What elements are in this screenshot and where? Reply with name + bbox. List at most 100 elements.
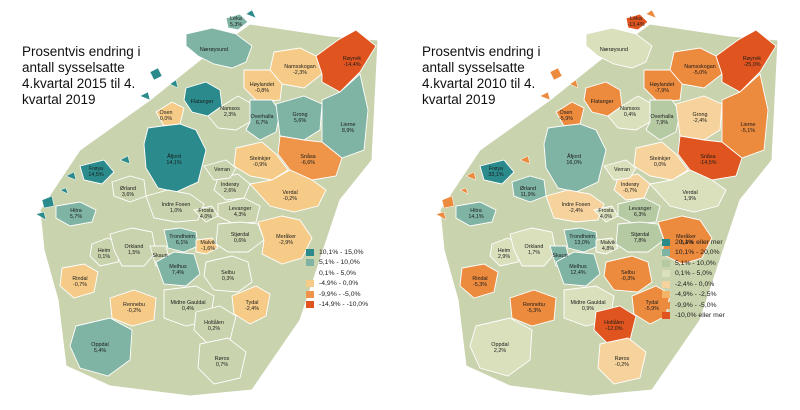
municipality-name: Skaun — [152, 253, 168, 259]
municipality-label: Leka -13,4% — [627, 16, 644, 28]
municipality-name: Leka — [230, 16, 242, 22]
municipality-region — [555, 101, 585, 127]
municipality-name: Selbu — [221, 270, 235, 276]
municipality-label: Verdal 1,9% — [682, 190, 697, 202]
municipality-name: Verran — [214, 167, 230, 173]
municipality-name: Røyrvik — [742, 56, 762, 62]
municipality-name: Indre Fosen — [161, 202, 191, 208]
municipality-label: Heim 2,9% — [498, 248, 511, 260]
municipality-label: Grong -2,4% — [693, 112, 708, 124]
municipality-value: -5,9% — [644, 306, 660, 312]
municipality-name: Oppdal — [91, 342, 109, 348]
municipality-value: 0,0% — [159, 116, 173, 122]
municipality-value: -5,9% — [558, 116, 574, 122]
municipality-name: Heim — [97, 248, 111, 254]
municipality-region — [597, 337, 647, 385]
municipality-label: Namsos 2,3% — [220, 106, 240, 118]
municipality-name: Åfjord — [166, 154, 182, 160]
municipality-name: Malvik — [600, 240, 616, 246]
legend-label: 10,1% - 20,0% — [675, 249, 720, 257]
legend-swatch — [662, 270, 670, 278]
municipality-label: Røyrvik -25,0% — [743, 56, 761, 68]
legend-swatch — [662, 280, 670, 288]
islet-shape — [569, 79, 579, 89]
municipality-region — [195, 237, 219, 255]
municipality-value: 0,4% — [181, 306, 195, 312]
municipality-label: Lierne 8,9% — [341, 122, 356, 134]
municipality-value: 14,5% — [88, 172, 104, 178]
municipality-label: Stjørdal 7,8% — [631, 232, 650, 244]
municipality-value: -12,0% — [605, 326, 623, 332]
islet-shape — [65, 171, 77, 181]
municipality-region — [55, 201, 97, 227]
municipality-name: Åfjord — [566, 154, 582, 160]
legend-swatch — [306, 280, 314, 288]
municipality-value: -5,3% — [472, 282, 488, 288]
municipality-value: -14,4% — [343, 62, 361, 68]
municipality-value: -0,9% — [252, 162, 268, 168]
legend-item: 10,1% - 20,0% — [662, 248, 725, 259]
islet-shape — [459, 187, 469, 195]
municipality-name: Nærøysund — [199, 47, 229, 53]
municipality-name: Verdal — [682, 190, 698, 196]
municipality-value: 5,4% — [93, 348, 107, 354]
municipality-name: Rennebu — [123, 302, 145, 308]
municipality-value: 1,0% — [169, 208, 183, 214]
municipality-label: Melhus 12,4% — [569, 264, 586, 276]
municipality-name: Melhus — [569, 264, 587, 270]
municipality-name: Verran — [614, 167, 630, 173]
municipality-value: 14,1% — [468, 214, 484, 220]
municipality-value: -5,4% — [678, 240, 694, 246]
municipality-region — [715, 29, 777, 93]
legend-label: 0,1% - 5,0% — [319, 269, 357, 277]
municipality-region — [79, 159, 115, 185]
municipality-name: Røyrvik — [342, 56, 362, 62]
municipality-name: Oppdal — [491, 342, 509, 348]
municipality-label: Indre Fosen -2,4% — [562, 202, 591, 214]
municipality-value: 33,1% — [488, 172, 504, 178]
municipality-value: -14,5% — [699, 160, 717, 166]
municipality-name: Røros — [214, 356, 230, 362]
municipality-value: 3,6% — [121, 192, 135, 198]
municipality-name: Melhus — [169, 264, 187, 270]
municipality-label: Grong 5,6% — [293, 112, 308, 124]
municipality-value: 1,5% — [127, 250, 141, 256]
legend-item: -4,9% - 0,0% — [306, 279, 368, 290]
islet-shape — [139, 91, 151, 101]
municipality-region — [215, 221, 265, 253]
municipality-name: Meråker — [276, 234, 296, 240]
map-legend: 10,1% - 15,0% 5,1% - 10,0% 0,1% - 5,0% -4,9… — [306, 247, 368, 310]
municipality-value: 2,9% — [497, 254, 511, 260]
municipality-label: Stjørdal 0,6% — [231, 232, 250, 244]
legend-label: -9,9% - -5,0% — [319, 290, 361, 298]
legend-label: -4,9% - 0,0% — [319, 280, 359, 288]
municipality-name: Osen — [559, 110, 573, 116]
municipality-name: Levanger — [628, 206, 652, 212]
municipality-name: Inderøy — [220, 182, 240, 188]
municipality-name: Rindal — [472, 276, 488, 282]
municipality-name: Rennebu — [523, 302, 545, 308]
municipality-label: Nærøysund — [200, 47, 228, 53]
municipality-region — [197, 337, 247, 385]
municipality-label: Hitra 5,7% — [70, 208, 82, 220]
municipality-label: Osen 0,0% — [160, 110, 173, 122]
municipality-label: Frøya 14,5% — [88, 166, 103, 178]
municipality-value: 1,7% — [527, 250, 541, 256]
map-panel-2015-2019: Prosentvis endring i antall sysselsatte … — [22, 9, 379, 397]
municipality-name: Meråker — [676, 234, 696, 240]
legend-swatch — [662, 291, 670, 299]
municipality-label: Nærøysund — [600, 47, 628, 53]
municipality-value: 0,1% — [97, 254, 111, 260]
municipality-label: Midtre Gauldal 0,4% — [170, 300, 205, 312]
municipality-region — [277, 135, 343, 181]
legend-item: -2,4% - 0,0% — [662, 279, 725, 290]
legend-label: -14,9% - -10,0% — [319, 301, 369, 309]
municipality-label: Levanger 6,3% — [629, 206, 651, 218]
municipality-value: 7,8% — [633, 238, 647, 244]
municipality-region — [155, 101, 185, 127]
legend-swatch — [662, 259, 670, 267]
legend-item: -9,9% - -5,0% — [662, 300, 725, 311]
legend-swatch — [306, 259, 314, 267]
municipality-region — [615, 221, 665, 253]
municipality-label: Midtre Gauldal 0,9% — [570, 300, 605, 312]
